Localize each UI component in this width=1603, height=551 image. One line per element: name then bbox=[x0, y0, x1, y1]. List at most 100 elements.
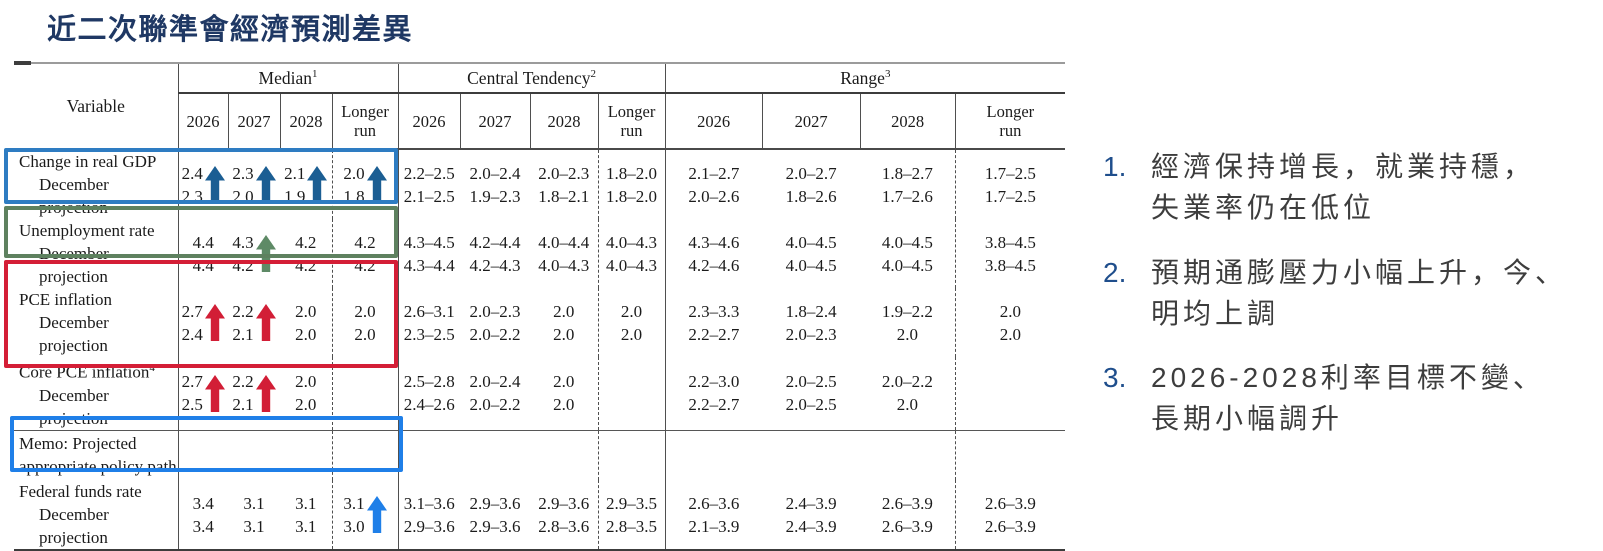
cell-fed-funds-median-3: 3.1 3.0 bbox=[331, 480, 399, 551]
note-text: 預期通膨壓力小幅上升，今、 明均上調 bbox=[1151, 257, 1568, 329]
section-header-range: Range3 bbox=[664, 64, 1066, 94]
cell-fed-funds-ct-2: 2.9–3.6 2.8–3.6 bbox=[530, 480, 599, 551]
cell-fed-funds-median-2: 3.1 3.1 bbox=[280, 480, 332, 551]
row-label-fed-funds: Federal funds rate December projection bbox=[14, 480, 178, 551]
cell-unemployment-median-3: 4.2 4.2 bbox=[331, 219, 399, 288]
cell-core-pce-inflation-median-3 bbox=[331, 357, 399, 431]
cell-gdp-median-3: 2.0 1.8 bbox=[331, 149, 399, 219]
year-header: Longer run bbox=[597, 93, 666, 150]
year-header: 2028 bbox=[859, 93, 956, 150]
cell-fed-funds-ct-0: 3.1–3.6 2.9–3.6 bbox=[397, 480, 461, 551]
table-row-pce-inflation: PCE inflation December projection 2.7 2.4 2.… bbox=[14, 288, 1066, 357]
year-header: 2026 bbox=[177, 93, 228, 150]
year-header: 2027 bbox=[459, 93, 531, 150]
projections-table: Variable Median1 Central Tendency2 Range3 20… bbox=[14, 61, 1066, 551]
cell-pce-inflation-range-2: 1.9–2.2 2.0 bbox=[881, 301, 933, 344]
cell-core-pce-inflation-range-0: 2.2–3.0 2.2–2.7 bbox=[664, 357, 763, 431]
cell-pce-inflation-range-0: 2.3–3.3 2.2–2.7 bbox=[664, 288, 763, 357]
page: { "page": { "title": "近二次聯準會經濟預測差異" }, "… bbox=[4, 14, 1603, 551]
year-header: Longer run bbox=[331, 93, 399, 150]
cell-gdp-range-3: 1.7–2.5 1.7–2.5 bbox=[954, 149, 1066, 219]
row-label-pce-inflation: PCE inflation December projection bbox=[19, 290, 113, 355]
cell-pce-inflation-ct-2: 2.0 2.0 bbox=[553, 301, 575, 344]
note-number: 1. bbox=[1103, 151, 1127, 182]
year-header: Longer run bbox=[954, 93, 1066, 150]
cell-memo-median-3 bbox=[331, 429, 399, 481]
cell-gdp-median-0: 2.4 2.3 bbox=[177, 149, 228, 219]
cell-unemployment-median-2: 4.2 4.2 bbox=[295, 232, 317, 275]
cell-memo-range-3 bbox=[954, 429, 1066, 481]
cell-gdp-ct-0: 2.2–2.5 2.1–2.5 bbox=[397, 149, 461, 219]
year-header: 2028 bbox=[279, 93, 332, 150]
up-arrow-icon bbox=[366, 496, 387, 534]
cell-gdp-ct-3: 1.8–2.0 1.8–2.0 bbox=[597, 149, 666, 219]
cell-pce-inflation-range-3: 2.0 2.0 bbox=[954, 288, 1066, 357]
cell-memo-median-1 bbox=[228, 429, 280, 481]
cell-fed-funds-ct-1: 2.9–3.6 2.9–3.6 bbox=[460, 480, 531, 551]
year-header: 2026 bbox=[397, 93, 461, 150]
up-arrow-icon bbox=[255, 374, 276, 412]
row-label-gdp: Change in real GDP December projection bbox=[19, 152, 157, 217]
cell-core-pce-inflation-range-1: 2.0–2.5 2.0–2.5 bbox=[785, 372, 837, 415]
cell-gdp-range-1: 2.0–2.7 1.8–2.6 bbox=[785, 163, 837, 206]
section-header-median: Median1 bbox=[177, 64, 399, 94]
page-title: 近二次聯準會經濟預測差異 bbox=[47, 14, 414, 46]
cell-core-pce-inflation-ct-1: 2.0–2.4 2.0–2.2 bbox=[469, 372, 521, 415]
cell-fed-funds-median-0: 3.4 3.4 bbox=[177, 480, 228, 551]
cell-unemployment-range-1: 4.0–4.5 4.0–4.5 bbox=[785, 232, 837, 275]
row-label-unemployment: Unemployment rate December projection bbox=[19, 221, 155, 286]
cell-memo-ct-1 bbox=[460, 429, 531, 481]
note-3: 3. 2026-2028利率目標不變、 長期小幅調升 bbox=[1103, 357, 1603, 439]
table-row-unemployment: Unemployment rate December projection 4.4 4… bbox=[14, 219, 1066, 288]
cell-memo-median-0 bbox=[177, 429, 228, 481]
note-text: 2026-2028利率目標不變、 長期小幅調升 bbox=[1151, 362, 1545, 434]
cell-memo-ct-0 bbox=[397, 429, 461, 481]
table-row-gdp: Change in real GDP December projection 2.4… bbox=[14, 149, 1066, 219]
up-arrow-icon bbox=[366, 166, 387, 203]
note-text: 經濟保持增長，就業持穩， 失業率仍在低位 bbox=[1151, 151, 1536, 223]
cell-core-pce-inflation-ct-3 bbox=[597, 357, 666, 431]
cell-pce-inflation-median-3: 2.0 2.0 bbox=[331, 288, 399, 357]
section-header-central-tendency: Central Tendency2 bbox=[397, 64, 666, 94]
up-arrow-icon bbox=[204, 374, 225, 412]
up-arrow-icon bbox=[255, 166, 276, 203]
cell-gdp-range-2: 1.8–2.7 1.7–2.6 bbox=[881, 163, 933, 206]
year-header: 2027 bbox=[227, 93, 280, 150]
cell-fed-funds-ct-3: 2.9–3.5 2.8–3.5 bbox=[597, 480, 666, 551]
cell-gdp-ct-2: 2.0–2.3 1.8–2.1 bbox=[538, 163, 590, 206]
cell-fed-funds-median-1: 3.1 3.1 bbox=[228, 480, 280, 551]
cell-memo-range-2 bbox=[860, 429, 956, 481]
cell-core-pce-inflation-ct-0: 2.5–2.8 2.4–2.6 bbox=[397, 357, 461, 431]
table-row-memo: Memo: Projected appropriate policy path bbox=[14, 429, 1066, 481]
cell-unemployment-median-1: 4.3 4.2 bbox=[228, 219, 280, 288]
cell-gdp-range-0: 2.1–2.7 2.0–2.6 bbox=[664, 149, 763, 219]
cell-memo-ct-2 bbox=[530, 429, 599, 481]
sep-table: Variable Median1 Central Tendency2 Range3 20… bbox=[14, 64, 1066, 551]
cell-fed-funds-range-2: 2.6–3.9 2.6–3.9 bbox=[860, 480, 956, 551]
up-arrow-icon bbox=[255, 304, 276, 341]
cell-unemployment-median-0: 4.4 4.4 bbox=[177, 219, 228, 288]
up-arrow-icon bbox=[204, 304, 225, 341]
cell-unemployment-range-0: 4.3–4.6 4.2–4.6 bbox=[664, 219, 763, 288]
cell-unemployment-range-3: 3.8–4.5 3.8–4.5 bbox=[954, 219, 1066, 288]
cell-fed-funds-range-3: 2.6–3.9 2.6–3.9 bbox=[954, 480, 1066, 551]
table-row-core-pce-inflation: Core PCE inflation4 December projection 2.… bbox=[14, 357, 1066, 431]
cell-pce-inflation-ct-0: 2.6–3.1 2.3–2.5 bbox=[397, 288, 461, 357]
table-row-fed-funds: Federal funds rate December projection 3.4… bbox=[14, 480, 1066, 551]
cell-pce-inflation-median-0: 2.7 2.4 bbox=[177, 288, 228, 357]
cell-memo-ct-3 bbox=[597, 429, 666, 481]
up-arrow-icon bbox=[204, 166, 225, 203]
cell-gdp-median-1: 2.3 2.0 bbox=[228, 149, 280, 219]
up-arrow-icon bbox=[255, 235, 276, 272]
cell-core-pce-inflation-median-2: 2.0 2.0 bbox=[295, 372, 317, 415]
up-arrow-icon bbox=[307, 166, 328, 203]
note-2: 2. 預期通膨壓力小幅上升，今、 明均上調 bbox=[1103, 252, 1603, 334]
header-row-years: 2026 2027 2028 Longer run 2026 2027 2028 Longer… bbox=[14, 93, 1066, 150]
note-1: 1. 經濟保持增長，就業持穩， 失業率仍在低位 bbox=[1103, 146, 1603, 228]
cell-pce-inflation-median-2: 2.0 2.0 bbox=[295, 301, 317, 344]
cell-fed-funds-range-1: 2.4–3.9 2.4–3.9 bbox=[762, 480, 861, 551]
cell-gdp-ct-1: 2.0–2.4 1.9–2.3 bbox=[469, 163, 521, 206]
variable-header: Variable bbox=[14, 64, 178, 150]
table-top-rule bbox=[14, 62, 1065, 64]
row-label-core-pce-inflation: Core PCE inflation4 December projection bbox=[19, 362, 155, 428]
